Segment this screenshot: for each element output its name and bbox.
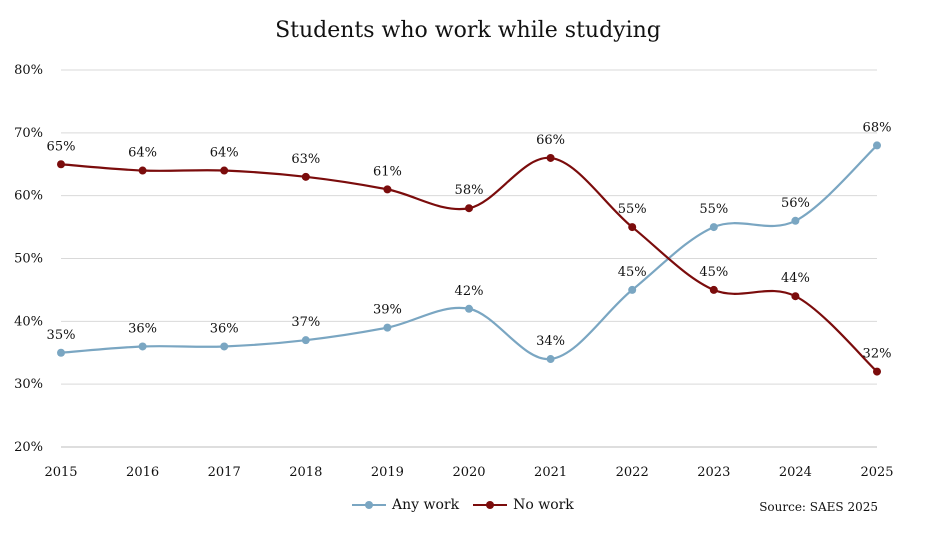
data-label: 36% xyxy=(128,321,157,336)
data-label: 64% xyxy=(210,146,239,161)
data-label: 37% xyxy=(291,315,320,330)
chart-title: Students who work while studying xyxy=(275,18,661,43)
data-label: 39% xyxy=(373,303,402,318)
data-point xyxy=(138,166,147,175)
data-label: 66% xyxy=(536,133,565,148)
source-note: Source: SAES 2025 xyxy=(759,500,878,514)
data-point xyxy=(873,141,881,150)
legend-item-any-work: Any work xyxy=(352,497,459,513)
data-point xyxy=(709,285,718,294)
y-axis: 20% 30% 40% 50% 60% 70% 80% xyxy=(14,63,43,455)
y-tick-label: 50% xyxy=(14,252,43,267)
data-point xyxy=(628,285,637,294)
legend: Any work No work xyxy=(352,497,588,513)
x-axis: 2015 2016 2017 2018 2019 2020 2021 2022 2023 2024… xyxy=(44,465,893,480)
y-tick-label: 70% xyxy=(14,126,43,141)
data-point xyxy=(791,292,800,301)
data-point xyxy=(546,153,555,162)
series-lines xyxy=(60,144,878,373)
data-label: 68% xyxy=(863,120,892,135)
y-tick-label: 30% xyxy=(14,377,43,392)
data-point xyxy=(465,204,473,213)
data-label: 55% xyxy=(699,202,728,217)
data-label: 61% xyxy=(373,164,402,179)
data-point xyxy=(465,304,473,313)
x-tick-label: 2020 xyxy=(452,465,485,480)
data-point xyxy=(220,166,229,175)
data-label: 36% xyxy=(210,321,239,336)
data-point xyxy=(546,355,555,364)
series-line-no-work xyxy=(60,156,878,373)
data-point xyxy=(383,185,392,194)
y-tick-label: 80% xyxy=(14,63,43,78)
data-point xyxy=(383,323,392,332)
y-tick-label: 40% xyxy=(14,314,43,329)
data-label: 35% xyxy=(47,328,76,343)
data-point xyxy=(301,336,310,345)
data-label: 32% xyxy=(863,347,892,362)
data-label: 63% xyxy=(291,152,320,167)
data-point xyxy=(709,223,718,232)
legend-swatch-any-work xyxy=(352,499,386,511)
data-label: 34% xyxy=(536,334,565,349)
legend-item-no-work: No work xyxy=(473,497,574,513)
data-label: 42% xyxy=(455,284,484,299)
data-point xyxy=(138,342,147,351)
data-label: 55% xyxy=(618,202,647,217)
series-points xyxy=(57,141,881,376)
series-line-any-work xyxy=(60,144,878,361)
x-tick-label: 2022 xyxy=(616,465,649,480)
data-label: 65% xyxy=(47,139,76,154)
x-tick-label: 2019 xyxy=(371,465,404,480)
legend-swatch-no-work xyxy=(473,499,508,511)
data-label: 44% xyxy=(781,271,810,286)
data-labels: 35% 36% 36% 37% 39% 42% 34% 45% 55% 56% 68% 65% 64% 6… xyxy=(47,120,892,361)
data-point xyxy=(301,172,310,181)
y-tick-label: 20% xyxy=(14,440,43,455)
x-tick-label: 2017 xyxy=(208,465,241,480)
data-point xyxy=(220,342,229,351)
x-tick-label: 2018 xyxy=(289,465,322,480)
y-tick-label: 60% xyxy=(14,189,43,204)
data-label: 56% xyxy=(781,196,810,211)
gridlines xyxy=(61,69,877,448)
data-label: 45% xyxy=(699,265,728,280)
legend-label-no-work: No work xyxy=(513,497,574,513)
data-label: 58% xyxy=(455,183,484,198)
data-point xyxy=(57,160,65,169)
x-tick-label: 2016 xyxy=(126,465,159,480)
x-tick-label: 2021 xyxy=(534,465,567,480)
legend-label-any-work: Any work xyxy=(392,497,460,513)
data-point xyxy=(628,223,637,232)
data-label: 45% xyxy=(618,265,647,280)
data-label: 64% xyxy=(128,146,157,161)
data-point xyxy=(791,216,800,225)
x-tick-label: 2024 xyxy=(779,465,812,480)
x-tick-label: 2023 xyxy=(697,465,730,480)
data-point xyxy=(57,348,65,357)
x-tick-label: 2025 xyxy=(860,465,893,480)
x-tick-label: 2015 xyxy=(44,465,77,480)
data-point xyxy=(873,367,881,376)
